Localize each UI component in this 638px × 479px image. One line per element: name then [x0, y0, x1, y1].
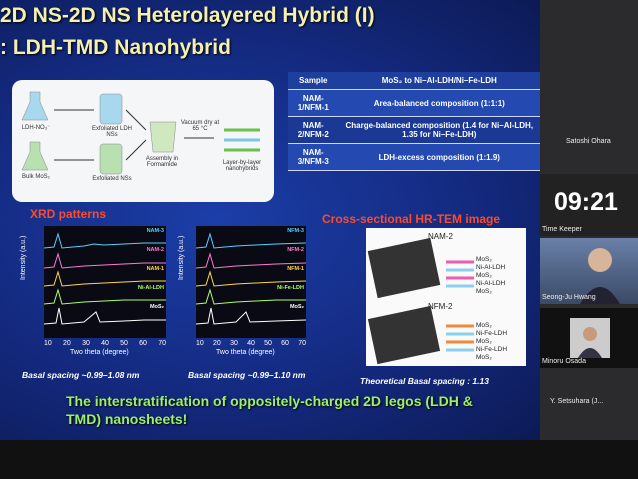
curve-labels: NAM-3 NAM-2 NAM-1 Ni-Al-LDH MoS₂ — [138, 228, 164, 323]
layer-label: Ni-Fe-LDH — [476, 346, 508, 353]
participant-name: Satoshi Ohara — [566, 138, 611, 145]
table-row: NAM-2/NFM-2 Charge-balanced composition (… — [288, 116, 540, 144]
taskbar — [0, 440, 638, 479]
layer-label: MoS₂ — [476, 272, 492, 279]
table-cell: NAM-1/NFM-1 — [288, 89, 339, 117]
table-cell: Area-balanced composition (1:1:1) — [338, 89, 540, 117]
curve-label: MoS₂ — [289, 304, 304, 310]
label: Layer-by-layer nanohybrids — [222, 160, 262, 172]
timer-tile[interactable]: 09:21 Time Keeper — [540, 174, 638, 236]
video-tile[interactable]: Seong-Ju Hwang — [540, 238, 638, 304]
slide-subtitle: : LDH-TMD Nanohybrid — [0, 36, 231, 59]
y-axis-label: Intensity (a.u.) — [20, 235, 27, 280]
layer-label: MoS₂ — [476, 322, 492, 329]
x-tick-label: 50 — [264, 340, 272, 347]
layer-label: MoS₂ — [476, 354, 492, 361]
label: LDH-NO₃⁻ — [21, 125, 51, 131]
curve-label: NFM-3 — [287, 228, 304, 234]
y-axis-label: Intensity (a.u.) — [178, 235, 185, 280]
curve-labels: NFM-3 NFM-2 NFM-1 Ni-Fe-LDH MoS₂ — [277, 228, 304, 323]
curve-label: NAM-1 — [146, 266, 164, 272]
layer-label: Ni-Al-LDH — [476, 264, 506, 271]
tem-image: NAM-2 MoS₂ Ni-Al-LDH MoS₂ Ni-Al-LDH MoS₂ NFM… — [366, 228, 526, 366]
x-tick-label: 10 — [196, 340, 204, 347]
table-cell: Charge-balanced composition (1.4 for Ni–… — [338, 116, 540, 144]
schematic: LDH-NO₃⁻ Exfoliated LDH NSs Bulk MoS₂ Ex… — [12, 80, 274, 202]
timer: 09:21 — [554, 188, 618, 216]
x-ticks: 10 20 30 40 50 60 70 — [44, 340, 166, 347]
sample-label: NFM-2 — [428, 302, 453, 311]
xrd-plot: NFM-3 NFM-2 NFM-1 Ni-Fe-LDH MoS₂ — [195, 226, 307, 338]
layer-labels: MoS₂ Ni-Al-LDH MoS₂ Ni-Al-LDH MoS₂ — [476, 256, 505, 296]
participant-name: Minoru Osada — [542, 358, 586, 365]
curve-label: NAM-2 — [146, 247, 164, 253]
header-cell: MoS₂ to Ni–Al-LDH/Ni–Fe-LDH — [338, 72, 540, 90]
participant-name: Seong-Ju Hwang — [542, 294, 596, 301]
table-cell: NAM-2/NFM-2 — [288, 116, 339, 144]
caption: Basal spacing ~0.99–1.10 nm — [188, 370, 306, 380]
conclusion: The interstratification of oppositely-ch… — [66, 393, 473, 427]
x-tick-label: 50 — [120, 340, 128, 347]
slide: 2D NS-2D NS Heterolayered Hybrid (I) : L… — [0, 0, 540, 440]
table-cell: LDH-excess composition (1:1.9) — [338, 143, 540, 171]
x-tick-label: 20 — [213, 340, 221, 347]
caption: Basal spacing ~0.99–1.08 nm — [22, 370, 140, 380]
person — [580, 248, 620, 304]
curve-label: Ni-Al-LDH — [138, 285, 164, 291]
curve-label: Ni-Fe-LDH — [277, 285, 304, 291]
person — [570, 318, 610, 358]
label: Exfoliated NSs — [92, 176, 132, 182]
xrd-curves — [195, 232, 307, 325]
x-axis-label: Two theta (degree) — [70, 349, 129, 356]
section-label: Cross-sectional HR-TEM image — [322, 212, 501, 226]
participant-name: Time Keeper — [542, 226, 582, 233]
table-cell: NAM-3/NFM-3 — [288, 143, 339, 171]
caption: Theoretical Basal spacing : 1.13 — [360, 376, 489, 386]
x-axis-label: Two theta (degree) — [216, 349, 275, 356]
layer-label: MoS₂ — [476, 338, 492, 345]
participant-name: Y. Setsuhara (J... — [550, 398, 604, 405]
sample-label: NAM-2 — [428, 232, 453, 241]
participant-panel: Satoshi Ohara 09:21 Time Keeper Seong-Ju… — [540, 0, 638, 440]
curve-label: NAM-3 — [146, 228, 164, 234]
x-tick-label: 70 — [158, 340, 166, 347]
layer-label: MoS₂ — [476, 256, 492, 263]
x-tick-label: 40 — [101, 340, 109, 347]
x-tick-label: 40 — [247, 340, 255, 347]
layer-label: Ni-Fe-LDH — [476, 330, 508, 337]
section-label: XRD patterns — [30, 207, 107, 221]
composition-table: Sample MoS₂ to Ni–Al-LDH/Ni–Fe-LDH NAM-1… — [288, 72, 540, 171]
x-tick-label: 60 — [281, 340, 289, 347]
header-cell: Sample — [288, 72, 339, 90]
xrd-plot: NAM-3 NAM-2 NAM-1 Ni-Al-LDH MoS₂ — [43, 226, 166, 338]
layer-label: Ni-Al-LDH — [476, 280, 506, 287]
x-tick-label: 30 — [230, 340, 238, 347]
tem-art — [367, 237, 474, 365]
x-tick-label: 70 — [298, 340, 306, 347]
curve-label: NFM-1 — [287, 266, 304, 272]
xrd-curves — [43, 232, 166, 325]
curve-label: MoS₂ — [149, 304, 164, 310]
x-tick-label: 20 — [63, 340, 71, 347]
x-tick-label: 30 — [82, 340, 90, 347]
curve-label: NFM-2 — [287, 247, 304, 253]
schematic-art — [21, 91, 260, 175]
x-tick-label: 60 — [139, 340, 147, 347]
label: Vacuum dry at 65 °C — [180, 120, 220, 132]
layer-label: MoS₂ — [476, 288, 492, 295]
x-tick-label: 10 — [44, 340, 52, 347]
table-row: NAM-1/NFM-1 Area-balanced composition (1:… — [288, 89, 540, 117]
label: Bulk MoS₂ — [21, 174, 50, 180]
label: Exfoliated LDH NSs — [91, 126, 133, 138]
label: Assembly in Formamide — [145, 156, 179, 168]
video-tile[interactable]: Minoru Osada — [540, 308, 638, 368]
table-row: NAM-3/NFM-3 LDH-excess composition (1:1.9… — [288, 143, 540, 171]
x-ticks: 10 20 30 40 50 60 70 — [196, 340, 306, 347]
slide-title: 2D NS-2D NS Heterolayered Hybrid (I) — [0, 4, 375, 27]
layer-labels: MoS₂ Ni-Fe-LDH MoS₂ Ni-Fe-LDH MoS₂ — [476, 322, 507, 362]
